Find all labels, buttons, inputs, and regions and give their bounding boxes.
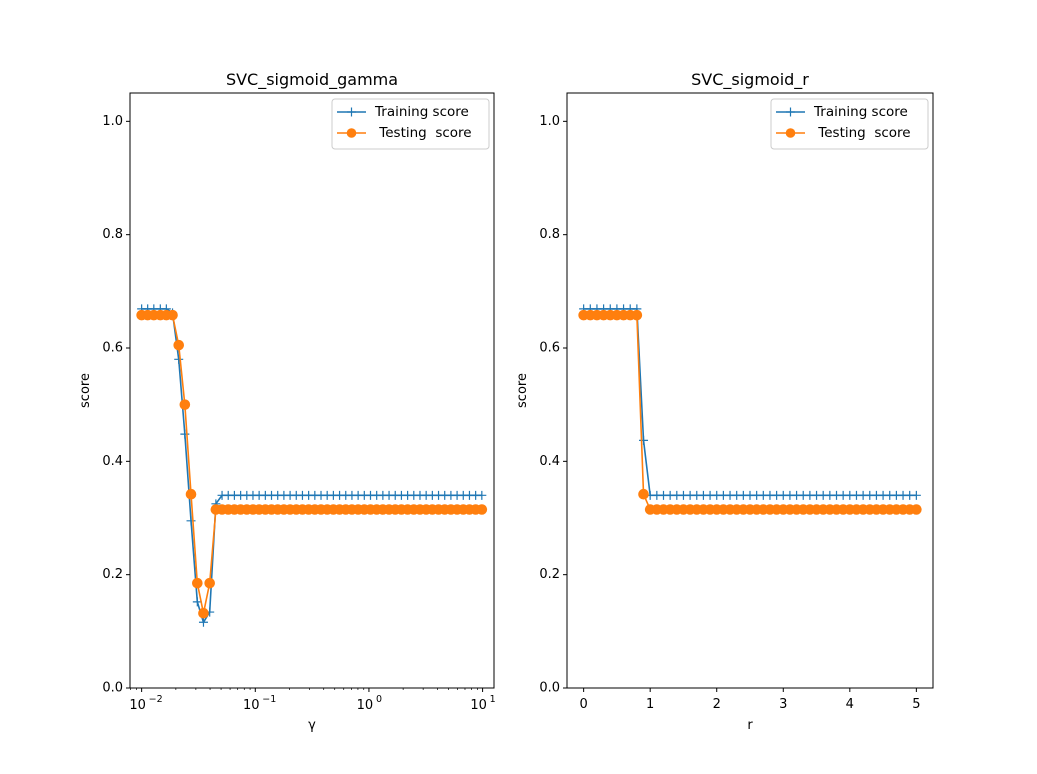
x-tick-label: 0 — [579, 697, 587, 712]
y-tick-label: 0.6 — [102, 341, 123, 356]
y-tick-label: 0.8 — [539, 227, 560, 242]
x-tick-label: 3 — [779, 697, 787, 712]
data-point — [198, 607, 209, 619]
legend-entry-training: Training score — [776, 104, 908, 120]
data-point — [911, 504, 922, 515]
data-point — [179, 399, 191, 410]
y-tick-label: 0.0 — [539, 681, 560, 696]
x-axis-label: r — [747, 718, 753, 733]
legend-label: Testing score — [375, 125, 472, 141]
series-line — [141, 314, 482, 614]
legend-label: Testing score — [814, 125, 911, 141]
y-axis-label: score — [515, 373, 530, 408]
legend-label: Training score — [813, 104, 908, 120]
x-tick-exponent: −2 — [149, 694, 163, 705]
y-tick-label: 0.6 — [539, 341, 560, 356]
chart-panel-2: SVC_sigmoid_r 0.0 0.2 0.4 0.6 0.8 1.0 0 1 2 3 4 5 r sc… — [515, 70, 934, 733]
data-point — [198, 617, 208, 627]
chart-title: SVC_sigmoid_r — [691, 70, 809, 90]
series-line — [583, 314, 917, 511]
x-tick-exponent: −1 — [262, 694, 276, 705]
y-tick-label: 1.0 — [102, 114, 123, 129]
y-tick-label: 0.4 — [539, 454, 560, 469]
series-training — [579, 304, 921, 500]
series-testing — [578, 309, 922, 515]
legend-marker — [347, 107, 356, 117]
data-point — [192, 597, 202, 607]
y-tick-label: 1.0 — [539, 114, 560, 129]
data-point — [911, 490, 921, 500]
data-point — [180, 429, 190, 439]
legend: Training score Testing score — [331, 98, 490, 150]
y-tick-label: 0.2 — [102, 567, 123, 582]
y-tick-label: 0.2 — [539, 567, 560, 582]
x-tick-label: 2 — [713, 697, 721, 712]
x-tick-label: 10 — [129, 698, 146, 713]
legend-box — [770, 98, 929, 150]
axes-frame — [129, 92, 495, 689]
plot-area — [136, 304, 488, 627]
x-tick-label: 10 — [243, 698, 260, 713]
axes-frame — [566, 92, 934, 689]
legend: Training score Testing score — [770, 98, 929, 150]
data-point — [173, 339, 185, 351]
legend-entry-testing: Testing score — [776, 125, 911, 141]
y-axis-label: score — [78, 373, 93, 408]
data-point — [477, 490, 487, 500]
x-tick-label: 1 — [646, 697, 654, 712]
series-testing — [136, 309, 488, 619]
series-training — [137, 304, 487, 627]
legend-label: Training score — [374, 104, 469, 120]
data-point — [476, 504, 488, 515]
data-point — [192, 577, 203, 589]
legend-box — [331, 98, 490, 150]
legend-marker — [346, 128, 357, 138]
legend-marker — [786, 107, 795, 117]
data-point — [185, 488, 197, 500]
data-point — [167, 309, 178, 321]
y-tick-label: 0.4 — [102, 454, 123, 469]
legend-entry-testing: Testing score — [337, 125, 472, 141]
y-tick-label: 0.0 — [102, 681, 123, 696]
x-tick-label: 10 — [357, 698, 374, 713]
data-point — [174, 354, 184, 364]
data-point — [186, 516, 196, 526]
chart-title: SVC_sigmoid_gamma — [226, 70, 398, 90]
plot-area — [578, 304, 922, 515]
y-tick-label: 0.8 — [102, 227, 123, 242]
legend-marker — [785, 128, 796, 138]
data-point — [638, 488, 649, 500]
x-axis-label: γ — [308, 718, 316, 733]
x-tick-label: 4 — [846, 697, 854, 712]
series-line — [141, 308, 482, 625]
series-line — [583, 308, 917, 497]
x-tick-label: 10 — [470, 698, 487, 713]
x-tick-label: 5 — [912, 697, 920, 712]
x-tick-exponent: 1 — [490, 694, 496, 705]
data-point — [631, 309, 643, 321]
data-point — [639, 435, 649, 445]
legend-entry-training: Training score — [337, 104, 469, 120]
data-point — [204, 577, 215, 589]
x-tick-exponent: 0 — [376, 694, 382, 705]
